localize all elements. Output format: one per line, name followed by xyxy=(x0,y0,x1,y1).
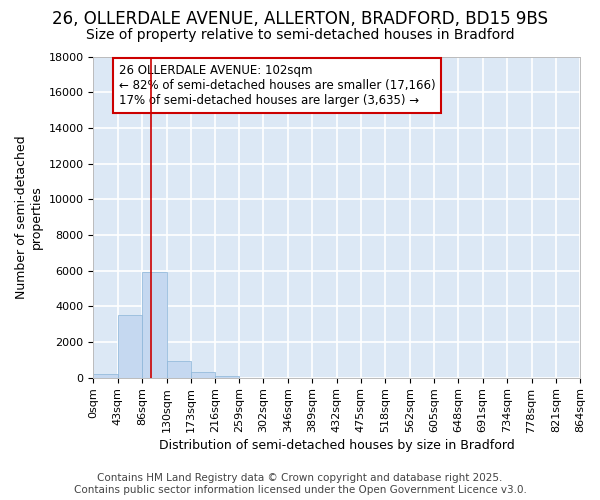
X-axis label: Distribution of semi-detached houses by size in Bradford: Distribution of semi-detached houses by … xyxy=(159,440,515,452)
Text: 26, OLLERDALE AVENUE, ALLERTON, BRADFORD, BD15 9BS: 26, OLLERDALE AVENUE, ALLERTON, BRADFORD… xyxy=(52,10,548,28)
Text: Size of property relative to semi-detached houses in Bradford: Size of property relative to semi-detach… xyxy=(86,28,514,42)
Bar xyxy=(142,272,167,378)
Bar xyxy=(118,316,142,378)
Bar xyxy=(191,372,215,378)
Bar xyxy=(167,361,191,378)
Bar xyxy=(215,376,239,378)
Text: 26 OLLERDALE AVENUE: 102sqm
← 82% of semi-detached houses are smaller (17,166)
1: 26 OLLERDALE AVENUE: 102sqm ← 82% of sem… xyxy=(119,64,436,106)
Bar xyxy=(94,374,118,378)
Text: Contains HM Land Registry data © Crown copyright and database right 2025.
Contai: Contains HM Land Registry data © Crown c… xyxy=(74,474,526,495)
Y-axis label: Number of semi-detached
properties: Number of semi-detached properties xyxy=(15,136,43,299)
